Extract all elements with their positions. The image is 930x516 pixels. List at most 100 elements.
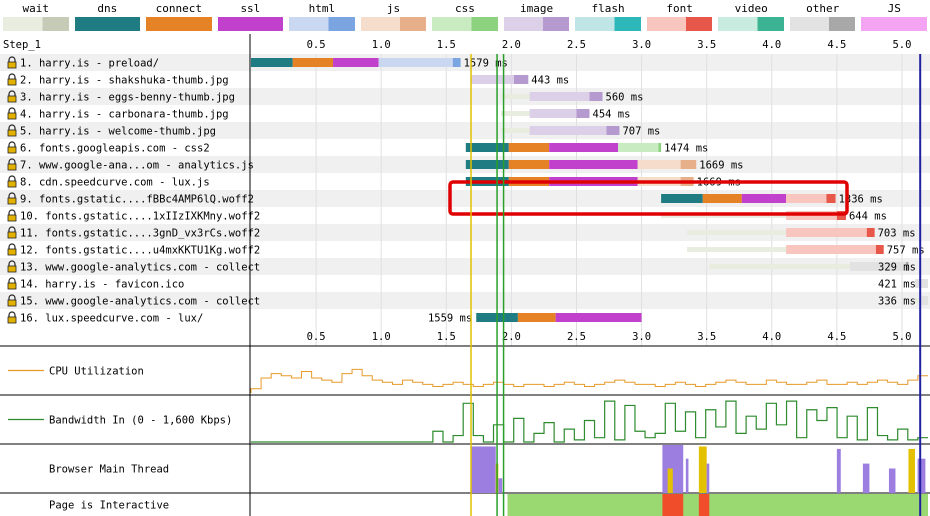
legend-swatch [74,17,141,31]
dns-segment [465,143,509,152]
time-label: 560 ms [606,92,644,104]
legend-swatch [146,17,212,31]
legend-label: wait [22,2,50,15]
wait-bar [500,94,530,99]
legend-label: video [734,2,768,15]
dns-segment [661,194,703,203]
legend-label: image [519,2,554,15]
lock-body [7,214,17,222]
legend-item-image: image [501,0,573,34]
request-label: 9. fonts.gstatic....fBBc4AMP6lQ.woff2 [20,194,254,206]
main-thread-activity [888,468,896,493]
highlight-box [448,180,849,216]
legend-item-flash: flash [572,0,644,34]
legend-label: flash [591,2,625,15]
request-label: 8. cdn.speedcurve.com - lux.js [20,177,210,189]
download-segment [866,228,875,237]
ssl-segment [555,313,642,322]
legend-swatch [789,17,856,31]
request-label: 13. www.google-analytics.com - collect [20,262,260,274]
lock-icon [7,192,17,205]
legend-item-js-execution: JS Execution [858,0,930,34]
ssl-segment [549,143,619,152]
dns-segment [465,160,509,169]
legend-swatch [718,17,784,31]
main-thread-activity [698,446,707,493]
lock-icon [7,107,17,120]
lock-shackle [8,56,16,62]
lock-icon [7,158,17,171]
x-tick-label-top: 2.5 [567,39,586,51]
x-tick-label-top: 1.5 [437,39,456,51]
request-label: 11. fonts.gstatic....3gnD_vx3rCs.woff2 [20,228,260,240]
request-label: 15. www.google-analytics.com - collect [20,296,260,308]
row-stripe [0,88,930,105]
download-segment [826,194,836,203]
main-thread-activity [908,448,915,493]
lock-icon [7,277,17,290]
x-tick-label-top: 0.5 [307,39,326,51]
lock-icon [7,175,17,188]
request-label: 7. www.google-ana...om - analytics.js [20,160,254,172]
x-tick-label-top: 5.0 [892,39,911,51]
ssl-segment [549,160,638,169]
lock-body [7,282,17,290]
main-thread-activity [662,444,684,493]
lock-shackle [8,311,16,317]
lock-shackle [8,243,16,249]
main-thread-activity [862,463,870,493]
legend-swatch [217,17,284,31]
x-tick-label-top: 4.0 [762,39,781,51]
row-stripe [0,258,930,275]
ttfb-segment [529,109,577,118]
wait-bar [709,264,850,269]
download-segment [680,160,697,169]
bandwidth-line [251,400,928,443]
time-label: 703 ms [878,228,916,240]
lock-icon [7,56,17,69]
lock-icon [7,243,17,256]
time-label: 1474 ms [664,143,708,155]
lock-shackle [8,73,16,79]
ttfb-segment [471,75,514,84]
x-tick-label-bottom: 1.5 [437,331,456,343]
x-tick-label-top: 3.0 [632,39,651,51]
lock-body [7,180,17,188]
legend-swatch [575,17,641,31]
legend: wait dns connect ssl html js css image flash font… [0,0,930,34]
main-thread-activity [471,446,496,493]
ttfb-segment [378,58,453,67]
download-segment [905,262,909,271]
row-stripe [0,292,930,309]
request-label: 3. harry.is - eggs-benny-thumb.jpg [20,92,235,104]
row-stripe [0,156,930,173]
lock-shackle [8,107,16,113]
lock-icon [7,90,17,103]
legend-item-video: video [715,0,787,34]
lock-icon [7,209,17,222]
lock-shackle [8,158,16,164]
legend-item-font: font [644,0,716,34]
ssl-segment [333,58,379,67]
lock-icon [7,294,17,307]
legend-item-ssl: ssl [215,0,287,34]
x-tick-label-bottom: 3.5 [697,331,716,343]
bandwidth-label: Bandwidth In (0 - 1,600 Kbps) [49,415,232,427]
time-label: 707 ms [622,126,660,138]
x-tick-label-top: 2.0 [502,39,521,51]
ttfb-segment [786,245,876,254]
lock-body [7,146,17,154]
lock-shackle [8,175,16,181]
request-label: 14. harry.is - favicon.ico [20,279,184,291]
row-stripe [0,54,930,71]
wait-bar [500,111,530,116]
lock-icon [7,260,17,273]
main-thread-activity [685,458,689,493]
legend-item-css: css [429,0,501,34]
time-label: 454 ms [593,109,631,121]
legend-item-other: other [787,0,859,34]
lock-shackle [8,124,16,130]
main-thread-activity [667,468,673,493]
x-tick-label-bottom: 2.5 [567,331,586,343]
legend-item-connect: connect [143,0,215,34]
